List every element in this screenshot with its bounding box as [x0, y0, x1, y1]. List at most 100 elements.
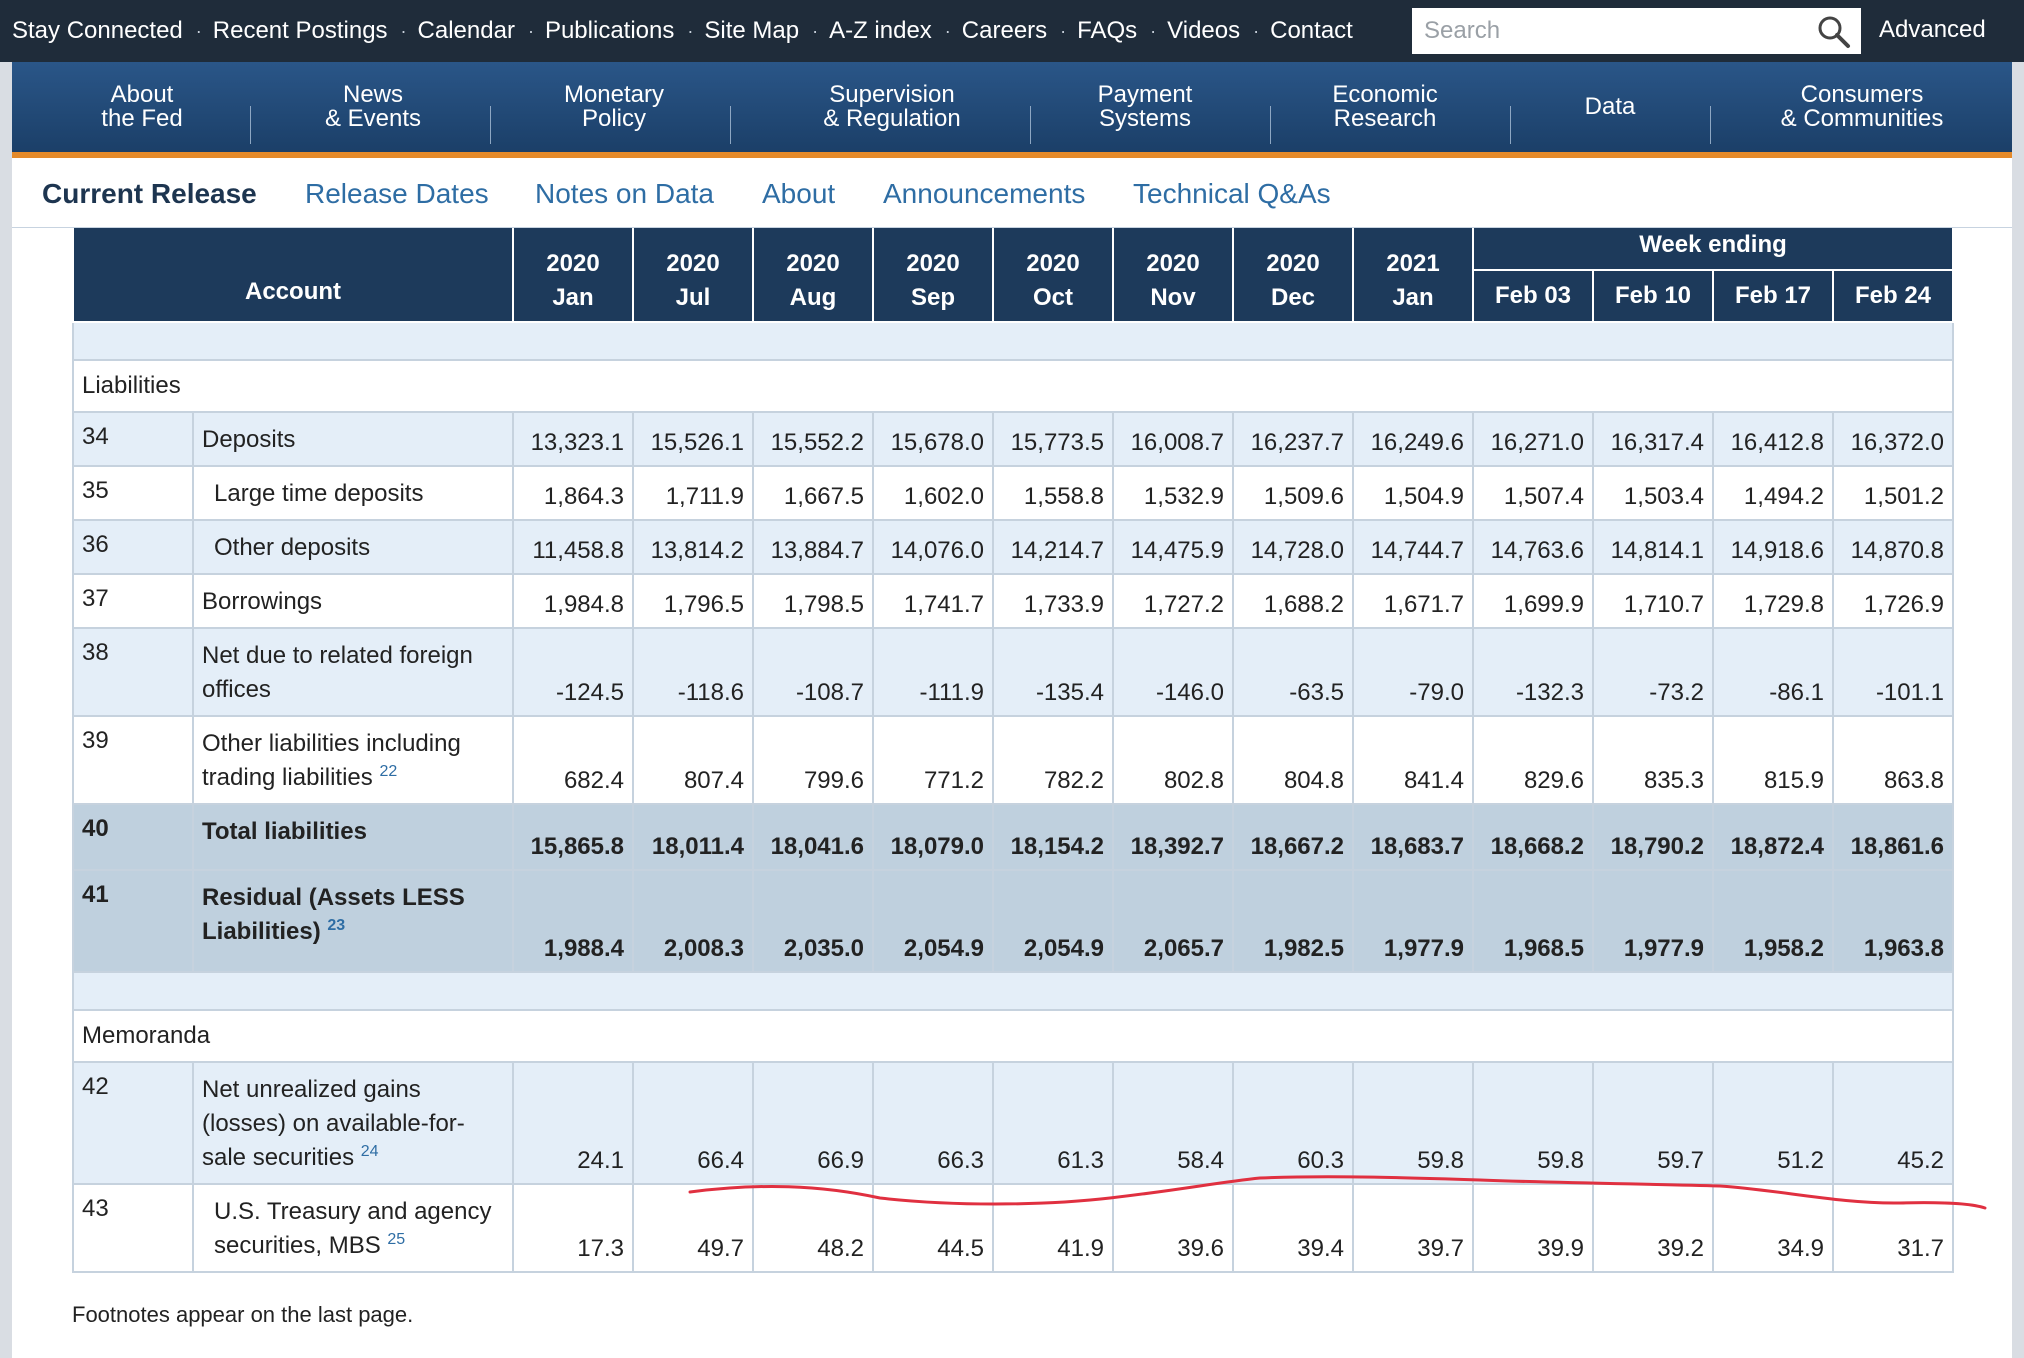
- subnav-tab-2[interactable]: Notes on Data: [535, 178, 714, 209]
- value-cell: 1,494.2: [1712, 465, 1834, 521]
- value-cell: -135.4: [992, 627, 1114, 717]
- utility-link-0[interactable]: Stay Connected: [12, 17, 183, 44]
- column-year: 2020: [1146, 250, 1200, 277]
- utility-link-9[interactable]: Contact: [1270, 17, 1353, 44]
- value-cell: 14,814.1: [1592, 519, 1714, 575]
- value-cell: 1,602.0: [872, 465, 994, 521]
- value-cell: 1,710.7: [1592, 573, 1714, 629]
- utility-link-8[interactable]: Videos: [1167, 17, 1241, 44]
- nav-item-3[interactable]: Supervision & Regulation: [742, 62, 1042, 152]
- search-icon[interactable]: [1817, 15, 1851, 49]
- data-table-container: Account 2020 Jan 2020 Jul 2020 Aug 2020 Sep 2020 O…: [72, 212, 1954, 1273]
- release-subnav: Current Release Release Dates Notes on Dat…: [12, 158, 2012, 228]
- column-month: Nov: [1150, 284, 1196, 311]
- utility-link-5[interactable]: A-Z index: [829, 17, 932, 44]
- value-cell: 1,864.3: [512, 465, 634, 521]
- link-separator: ·: [1150, 20, 1157, 41]
- section-header-row: Memoranda: [72, 1009, 1954, 1063]
- subnav-tab-0[interactable]: Current Release: [42, 178, 257, 209]
- value-cell: 51.2: [1712, 1061, 1834, 1185]
- subnav-tab-1[interactable]: Release Dates: [305, 178, 489, 209]
- nav-item-2[interactable]: Monetary Policy: [494, 62, 734, 152]
- footnote-ref[interactable]: 22: [379, 763, 398, 780]
- account-label: Net due to related foreign offices: [192, 627, 514, 717]
- value-cell: 16,271.0: [1472, 411, 1594, 467]
- nav-item-7[interactable]: Consumers & Communities: [1712, 62, 2012, 152]
- value-cell: -79.0: [1352, 627, 1474, 717]
- value-cell: 1,977.9: [1592, 869, 1714, 973]
- value-cell: 14,728.0: [1232, 519, 1354, 575]
- account-label: Net unrealized gains (losses) on availab…: [192, 1061, 514, 1185]
- footnote-text: Footnotes appear on the last page.: [72, 1302, 414, 1327]
- nav-item-1[interactable]: News & Events: [258, 62, 488, 152]
- week-column-header: Feb 17: [1712, 269, 1834, 323]
- nav-item-0[interactable]: About the Fed: [42, 62, 242, 152]
- nav-item-label: Economic Research: [1332, 83, 1437, 131]
- utility-link-1[interactable]: Recent Postings: [212, 17, 388, 44]
- row-number: 37: [72, 573, 194, 629]
- value-cell: 41.9: [992, 1183, 1114, 1273]
- utility-link-6[interactable]: Careers: [961, 17, 1048, 44]
- table-row: 39 Other liabilities including trading li…: [72, 715, 1954, 805]
- section-header-row: Liabilities: [72, 359, 1954, 413]
- value-cell: 24.1: [512, 1061, 634, 1185]
- account-label: U.S. Treasury and agency securities, MBS…: [192, 1183, 514, 1273]
- utility-link-2[interactable]: Calendar: [417, 17, 515, 44]
- account-label-text: U.S. Treasury and agency securities, MBS: [214, 1198, 492, 1259]
- value-cell: 2,035.0: [752, 869, 874, 973]
- value-cell: 59.8: [1472, 1061, 1594, 1185]
- value-cell: 18,790.2: [1592, 803, 1714, 871]
- value-cell: 14,076.0: [872, 519, 994, 575]
- nav-item-line1: Supervision: [829, 81, 955, 108]
- value-cell: 66.3: [872, 1061, 994, 1185]
- nav-item-4[interactable]: Payment Systems: [1030, 62, 1260, 152]
- value-cell: 2,008.3: [632, 869, 754, 973]
- value-cell: 782.2: [992, 715, 1114, 805]
- value-cell: 1,741.7: [872, 573, 994, 629]
- main-navigation: About the Fed News & Events Monetary Policy Su…: [12, 62, 2012, 158]
- utility-link-4[interactable]: Site Map: [704, 17, 800, 44]
- column-month: Jan: [552, 284, 594, 311]
- month-column-header: 2020 Dec: [1232, 219, 1354, 323]
- account-label-text: Deposits: [202, 426, 296, 453]
- account-label-text: Borrowings: [202, 588, 323, 615]
- column-year: 2020: [546, 250, 600, 277]
- table-row: 42 Net unrealized gains (losses) on avail…: [72, 1061, 1954, 1185]
- column-month: Jul: [675, 284, 711, 311]
- nav-separator: [1710, 106, 1711, 144]
- nav-item-5[interactable]: Economic Research: [1270, 62, 1500, 152]
- value-cell: 14,763.6: [1472, 519, 1594, 575]
- nav-item-line2: & Regulation: [823, 105, 961, 132]
- nav-item-line2: Research: [1333, 105, 1437, 132]
- footnote-ref[interactable]: 23: [327, 917, 346, 934]
- value-cell: 14,918.6: [1712, 519, 1834, 575]
- search-input[interactable]: [1412, 17, 1792, 45]
- value-cell: 13,814.2: [632, 519, 754, 575]
- table-row: 34 Deposits 13,323.1 15,526.1 15,552.2 15,678…: [72, 411, 1954, 467]
- nav-item-6[interactable]: Data: [1510, 62, 1710, 152]
- value-cell: 18,079.0: [872, 803, 994, 871]
- value-cell: 17.3: [512, 1183, 634, 1273]
- value-cell: 39.4: [1232, 1183, 1354, 1273]
- search-box[interactable]: [1412, 8, 1861, 54]
- subnav-tab-3[interactable]: About: [762, 178, 836, 209]
- column-month: Jan: [1392, 284, 1434, 311]
- footnote-ref[interactable]: 25: [387, 1231, 406, 1248]
- footnote-ref[interactable]: 24: [360, 1143, 379, 1160]
- value-cell: 1,558.8: [992, 465, 1114, 521]
- subnav-tab-5[interactable]: Technical Q&As: [1133, 178, 1331, 209]
- nav-separator: [490, 106, 491, 144]
- month-column-header: 2020 Nov: [1112, 219, 1234, 323]
- subnav-tab-4[interactable]: Announcements: [883, 178, 1086, 209]
- column-month: Aug: [789, 284, 837, 311]
- nav-item-label: Payment Systems: [1098, 83, 1193, 131]
- month-column-header: 2020 Oct: [992, 219, 1114, 323]
- value-cell: 16,237.7: [1232, 411, 1354, 467]
- advanced-search-link[interactable]: Advanced: [1879, 16, 1986, 43]
- value-cell: 1,733.9: [992, 573, 1114, 629]
- link-separator: ·: [1060, 20, 1067, 41]
- utility-link-3[interactable]: Publications: [544, 17, 675, 44]
- value-cell: 1,711.9: [632, 465, 754, 521]
- value-cell: 60.3: [1232, 1061, 1354, 1185]
- utility-link-7[interactable]: FAQs: [1077, 17, 1138, 44]
